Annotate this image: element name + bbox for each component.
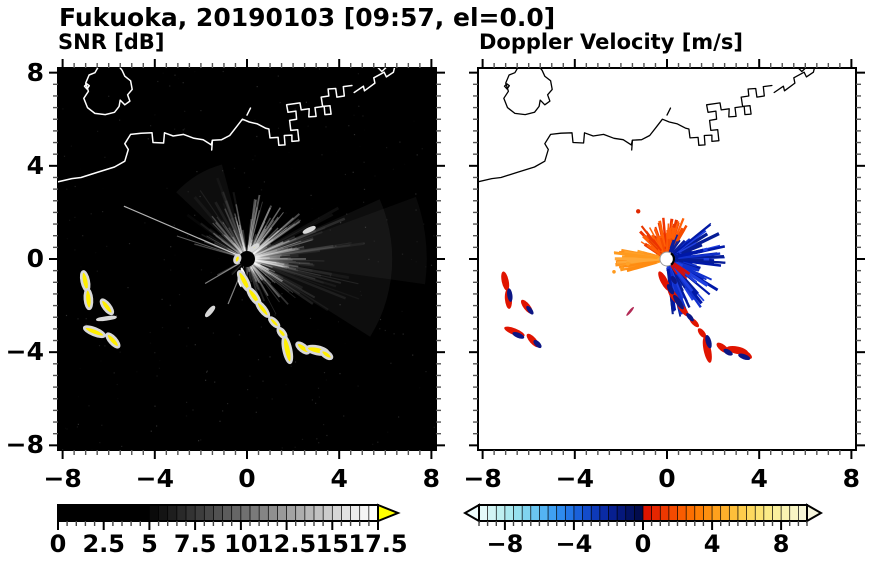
snr-colorbar-label: 15: [315, 530, 349, 558]
y-tick-label: 8: [26, 57, 44, 87]
panel-title-doppler: Doppler Velocity [m/s]: [479, 30, 743, 54]
doppler-overflow-arrow: [806, 503, 824, 523]
snr-content: [58, 68, 435, 450]
echo-haze: [247, 199, 393, 337]
doppler-colorbar-ticks: [478, 521, 808, 530]
snr-x-tick-label: −4: [135, 464, 174, 493]
radar-site-marker: [239, 251, 255, 267]
velocity-spikes: [668, 234, 686, 254]
coastline: [797, 68, 807, 73]
radar-streaks: [193, 190, 247, 258]
snr-x-tick-label: −8: [43, 464, 82, 493]
bright-ray: [123, 205, 241, 257]
doppler-x-tick-label: 8: [842, 464, 861, 493]
snr-colorbar-label: 17.5: [348, 530, 408, 558]
snr-colorbar-label: 5: [141, 530, 158, 558]
doppler-colorbar: [462, 503, 824, 530]
coastline: [58, 84, 353, 183]
doppler-colorbar-label: −8: [486, 530, 524, 558]
velocity-spikes: [639, 217, 688, 257]
snr-colorbar: [57, 503, 401, 530]
bright-ray: [204, 261, 242, 285]
velocity-spikes: [613, 251, 661, 264]
coastline: [83, 83, 91, 90]
page-title: Fukuoka, 20190103 [09:57, el=0.0]: [59, 3, 556, 32]
snr-colorbar-label: 10: [224, 530, 258, 558]
echo-dot: [612, 270, 616, 274]
echo-dot: [625, 261, 630, 266]
doppler-colorbar-label: −4: [555, 530, 593, 558]
doppler-underflow-arrow: [462, 503, 480, 523]
doppler-x-tick-label: −8: [463, 464, 502, 493]
bright-ray: [176, 235, 241, 258]
snr-axis-ticks: [49, 59, 445, 459]
coastline: [377, 68, 387, 73]
velocity-toward-cells: [507, 275, 751, 361]
doppler-colorbar-label: 8: [772, 530, 790, 558]
snr-overflow-arrow: [377, 503, 401, 523]
panel-title-snr: SNR [dB]: [58, 30, 165, 54]
snr-colorbar-segments: [57, 504, 379, 522]
snr-colorbar-label: 7.5: [173, 530, 217, 558]
snr-colorbar-label: 0: [49, 530, 67, 558]
coastline: [353, 68, 396, 94]
coastline: [666, 107, 672, 116]
coastline: [210, 139, 214, 151]
mixed-velocity-dash: [626, 306, 634, 316]
snr-x-tick-label: 4: [330, 464, 348, 493]
snr-colorbar-label: 12.5: [256, 530, 317, 558]
radar-site-ring: [670, 252, 675, 266]
y-tick-label: 0: [26, 244, 44, 273]
echo-dot: [636, 209, 641, 214]
echo-haze: [176, 164, 247, 259]
coastline: [773, 68, 816, 94]
y-tick-label: −4: [5, 337, 44, 367]
doppler-axis-ticks: [469, 59, 865, 459]
y-tick-label: −8: [5, 430, 44, 460]
doppler-colorbar-label: 4: [703, 530, 721, 558]
coastline: [246, 107, 252, 116]
doppler-x-tick-label: 4: [750, 464, 768, 493]
doppler-plot: [469, 59, 865, 459]
snr-colorbar-label: 2.5: [82, 530, 125, 558]
doppler-content: [478, 68, 816, 363]
doppler-colorbar-label: 0: [634, 530, 652, 558]
coastline: [631, 140, 634, 151]
coastline: [503, 83, 510, 90]
snr-colorbar-ticks: [57, 521, 379, 530]
strong-echo-cells: [79, 225, 334, 365]
radar-streaks: [193, 204, 247, 259]
radar-streaks: [249, 206, 365, 312]
noise-speckle: [62, 68, 435, 450]
doppler-x-tick-label: −4: [555, 464, 594, 493]
velocity-spikes: [670, 261, 691, 280]
echo-dot: [620, 266, 625, 271]
doppler-x-tick-label: 0: [658, 464, 676, 493]
echo-haze: [247, 196, 427, 285]
bright-ray: [251, 263, 276, 284]
snr-x-tick-label: 0: [238, 464, 256, 493]
snr-plot: [49, 59, 445, 459]
y-tick-label: 4: [26, 150, 44, 180]
doppler-colorbar-segments: [478, 504, 808, 522]
snr-x-tick-label: 8: [422, 464, 441, 493]
coastline: [478, 84, 773, 183]
